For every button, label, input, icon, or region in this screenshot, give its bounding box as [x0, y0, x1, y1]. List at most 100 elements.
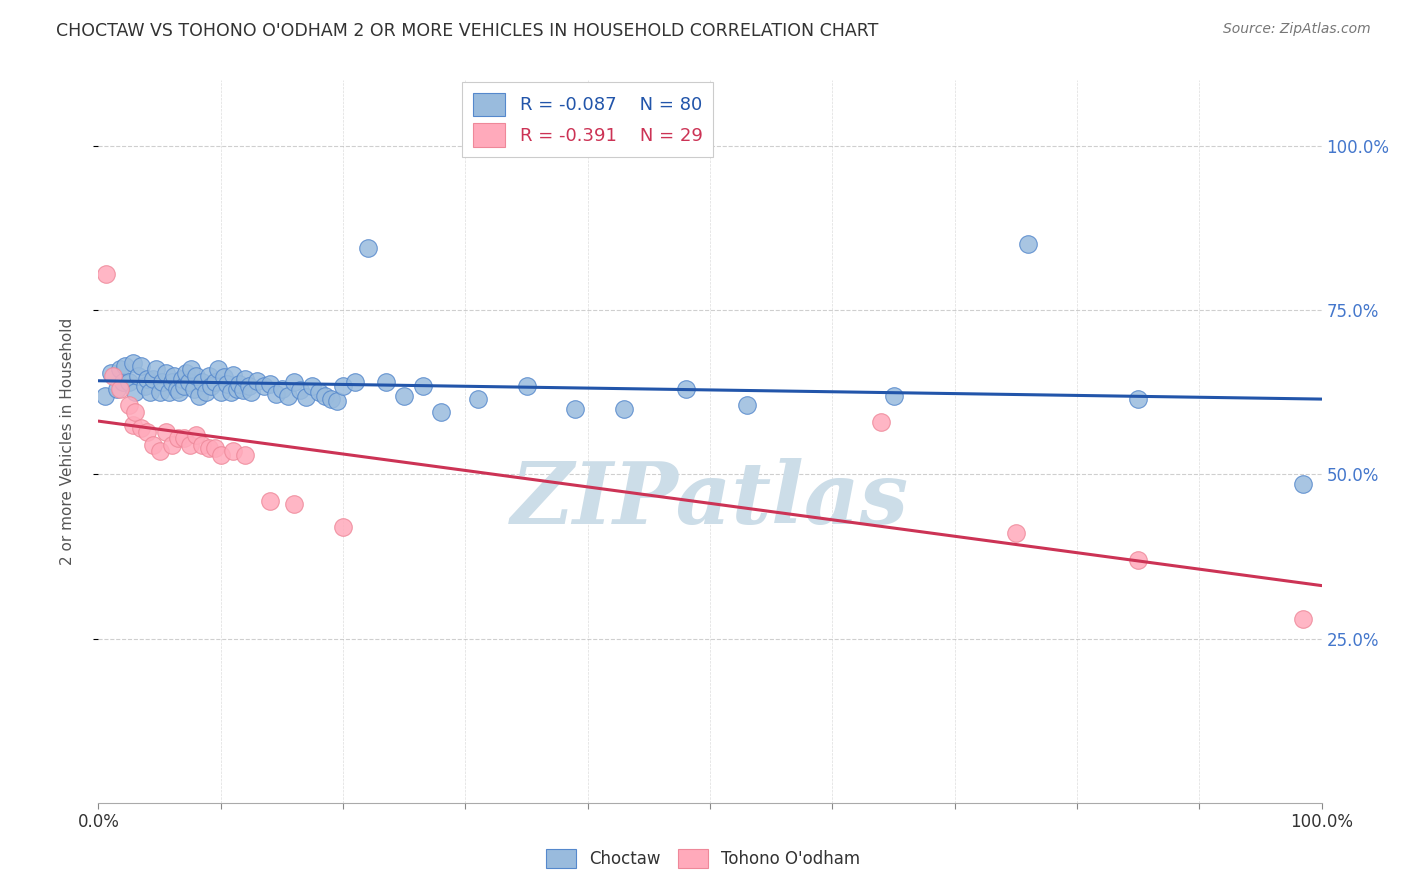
Point [177, 376, 200, 390]
Point [215, 376, 238, 391]
Point [430, 405, 453, 419]
Point [197, 441, 219, 455]
Point [186, 368, 208, 383]
Point [167, 385, 190, 400]
Point [225, 382, 247, 396]
Point [228, 376, 250, 391]
Point [118, 376, 141, 390]
Point [121, 356, 143, 370]
Point [290, 384, 312, 398]
Point [191, 376, 214, 390]
Point [246, 374, 269, 388]
Point [149, 385, 172, 400]
Legend: R = -0.087    N = 80, R = -0.391    N = 29: R = -0.087 N = 80, R = -0.391 N = 29 [463, 82, 713, 157]
Point [149, 444, 172, 458]
Point [166, 382, 188, 396]
Point [209, 448, 232, 462]
Point [110, 362, 132, 376]
Point [105, 382, 128, 396]
Point [259, 493, 281, 508]
Point [145, 362, 167, 376]
Point [121, 418, 143, 433]
Text: ZIPatlas: ZIPatlas [510, 458, 910, 541]
Point [1128, 392, 1150, 406]
Point [1004, 526, 1026, 541]
Legend: Choctaw, Tohono O'odham: Choctaw, Tohono O'odham [540, 842, 866, 875]
Point [134, 378, 156, 392]
Point [233, 448, 256, 462]
Point [197, 368, 219, 383]
Point [136, 425, 159, 439]
Point [252, 378, 274, 392]
Point [222, 444, 245, 458]
Point [344, 376, 367, 390]
Point [167, 431, 190, 445]
Point [332, 520, 354, 534]
Point [110, 382, 132, 396]
Point [326, 393, 349, 408]
Point [308, 385, 330, 400]
Point [1292, 477, 1315, 491]
Point [93, 388, 115, 402]
Point [515, 378, 537, 392]
Point [301, 378, 323, 392]
Point [356, 241, 378, 255]
Point [204, 376, 226, 390]
Point [374, 376, 396, 390]
Point [564, 401, 586, 416]
Point [118, 398, 141, 412]
Point [195, 385, 218, 400]
Point [240, 385, 263, 400]
Point [101, 368, 124, 383]
Point [136, 372, 159, 386]
Point [173, 378, 195, 392]
Point [129, 421, 152, 435]
Point [204, 441, 226, 455]
Point [191, 438, 214, 452]
Point [127, 368, 149, 383]
Point [214, 370, 236, 384]
Point [157, 385, 180, 400]
Point [207, 362, 229, 376]
Point [735, 398, 758, 412]
Point [332, 378, 354, 392]
Point [150, 376, 173, 390]
Point [129, 359, 152, 373]
Text: CHOCTAW VS TOHONO O'ODHAM 2 OR MORE VEHICLES IN HOUSEHOLD CORRELATION CHART: CHOCTAW VS TOHONO O'ODHAM 2 OR MORE VEHI… [56, 22, 879, 40]
Point [114, 359, 136, 373]
Point [139, 385, 162, 400]
Point [100, 366, 122, 380]
Point [124, 405, 146, 419]
Point [283, 497, 305, 511]
Point [238, 378, 260, 392]
Point [412, 378, 434, 392]
Point [1292, 612, 1315, 626]
Point [232, 384, 254, 398]
Point [392, 388, 416, 402]
Point [179, 438, 201, 452]
Point [124, 385, 146, 400]
Point [270, 382, 294, 396]
Point [155, 425, 177, 439]
Point [160, 376, 183, 390]
Point [319, 392, 342, 406]
Point [222, 368, 245, 382]
Point [186, 428, 208, 442]
Point [173, 431, 195, 445]
Point [1017, 237, 1039, 252]
Point [160, 438, 183, 452]
Point [111, 376, 134, 390]
Point [163, 368, 186, 383]
Point [870, 415, 893, 429]
Point [1128, 553, 1150, 567]
Point [613, 401, 636, 416]
Y-axis label: 2 or more Vehicles in Household: 2 or more Vehicles in Household [60, 318, 75, 566]
Point [314, 388, 336, 402]
Point [277, 388, 299, 402]
Point [209, 385, 232, 400]
Point [183, 382, 205, 396]
Point [675, 382, 697, 396]
Text: Source: ZipAtlas.com: Source: ZipAtlas.com [1223, 22, 1371, 37]
Point [176, 366, 198, 380]
Point [295, 390, 318, 404]
